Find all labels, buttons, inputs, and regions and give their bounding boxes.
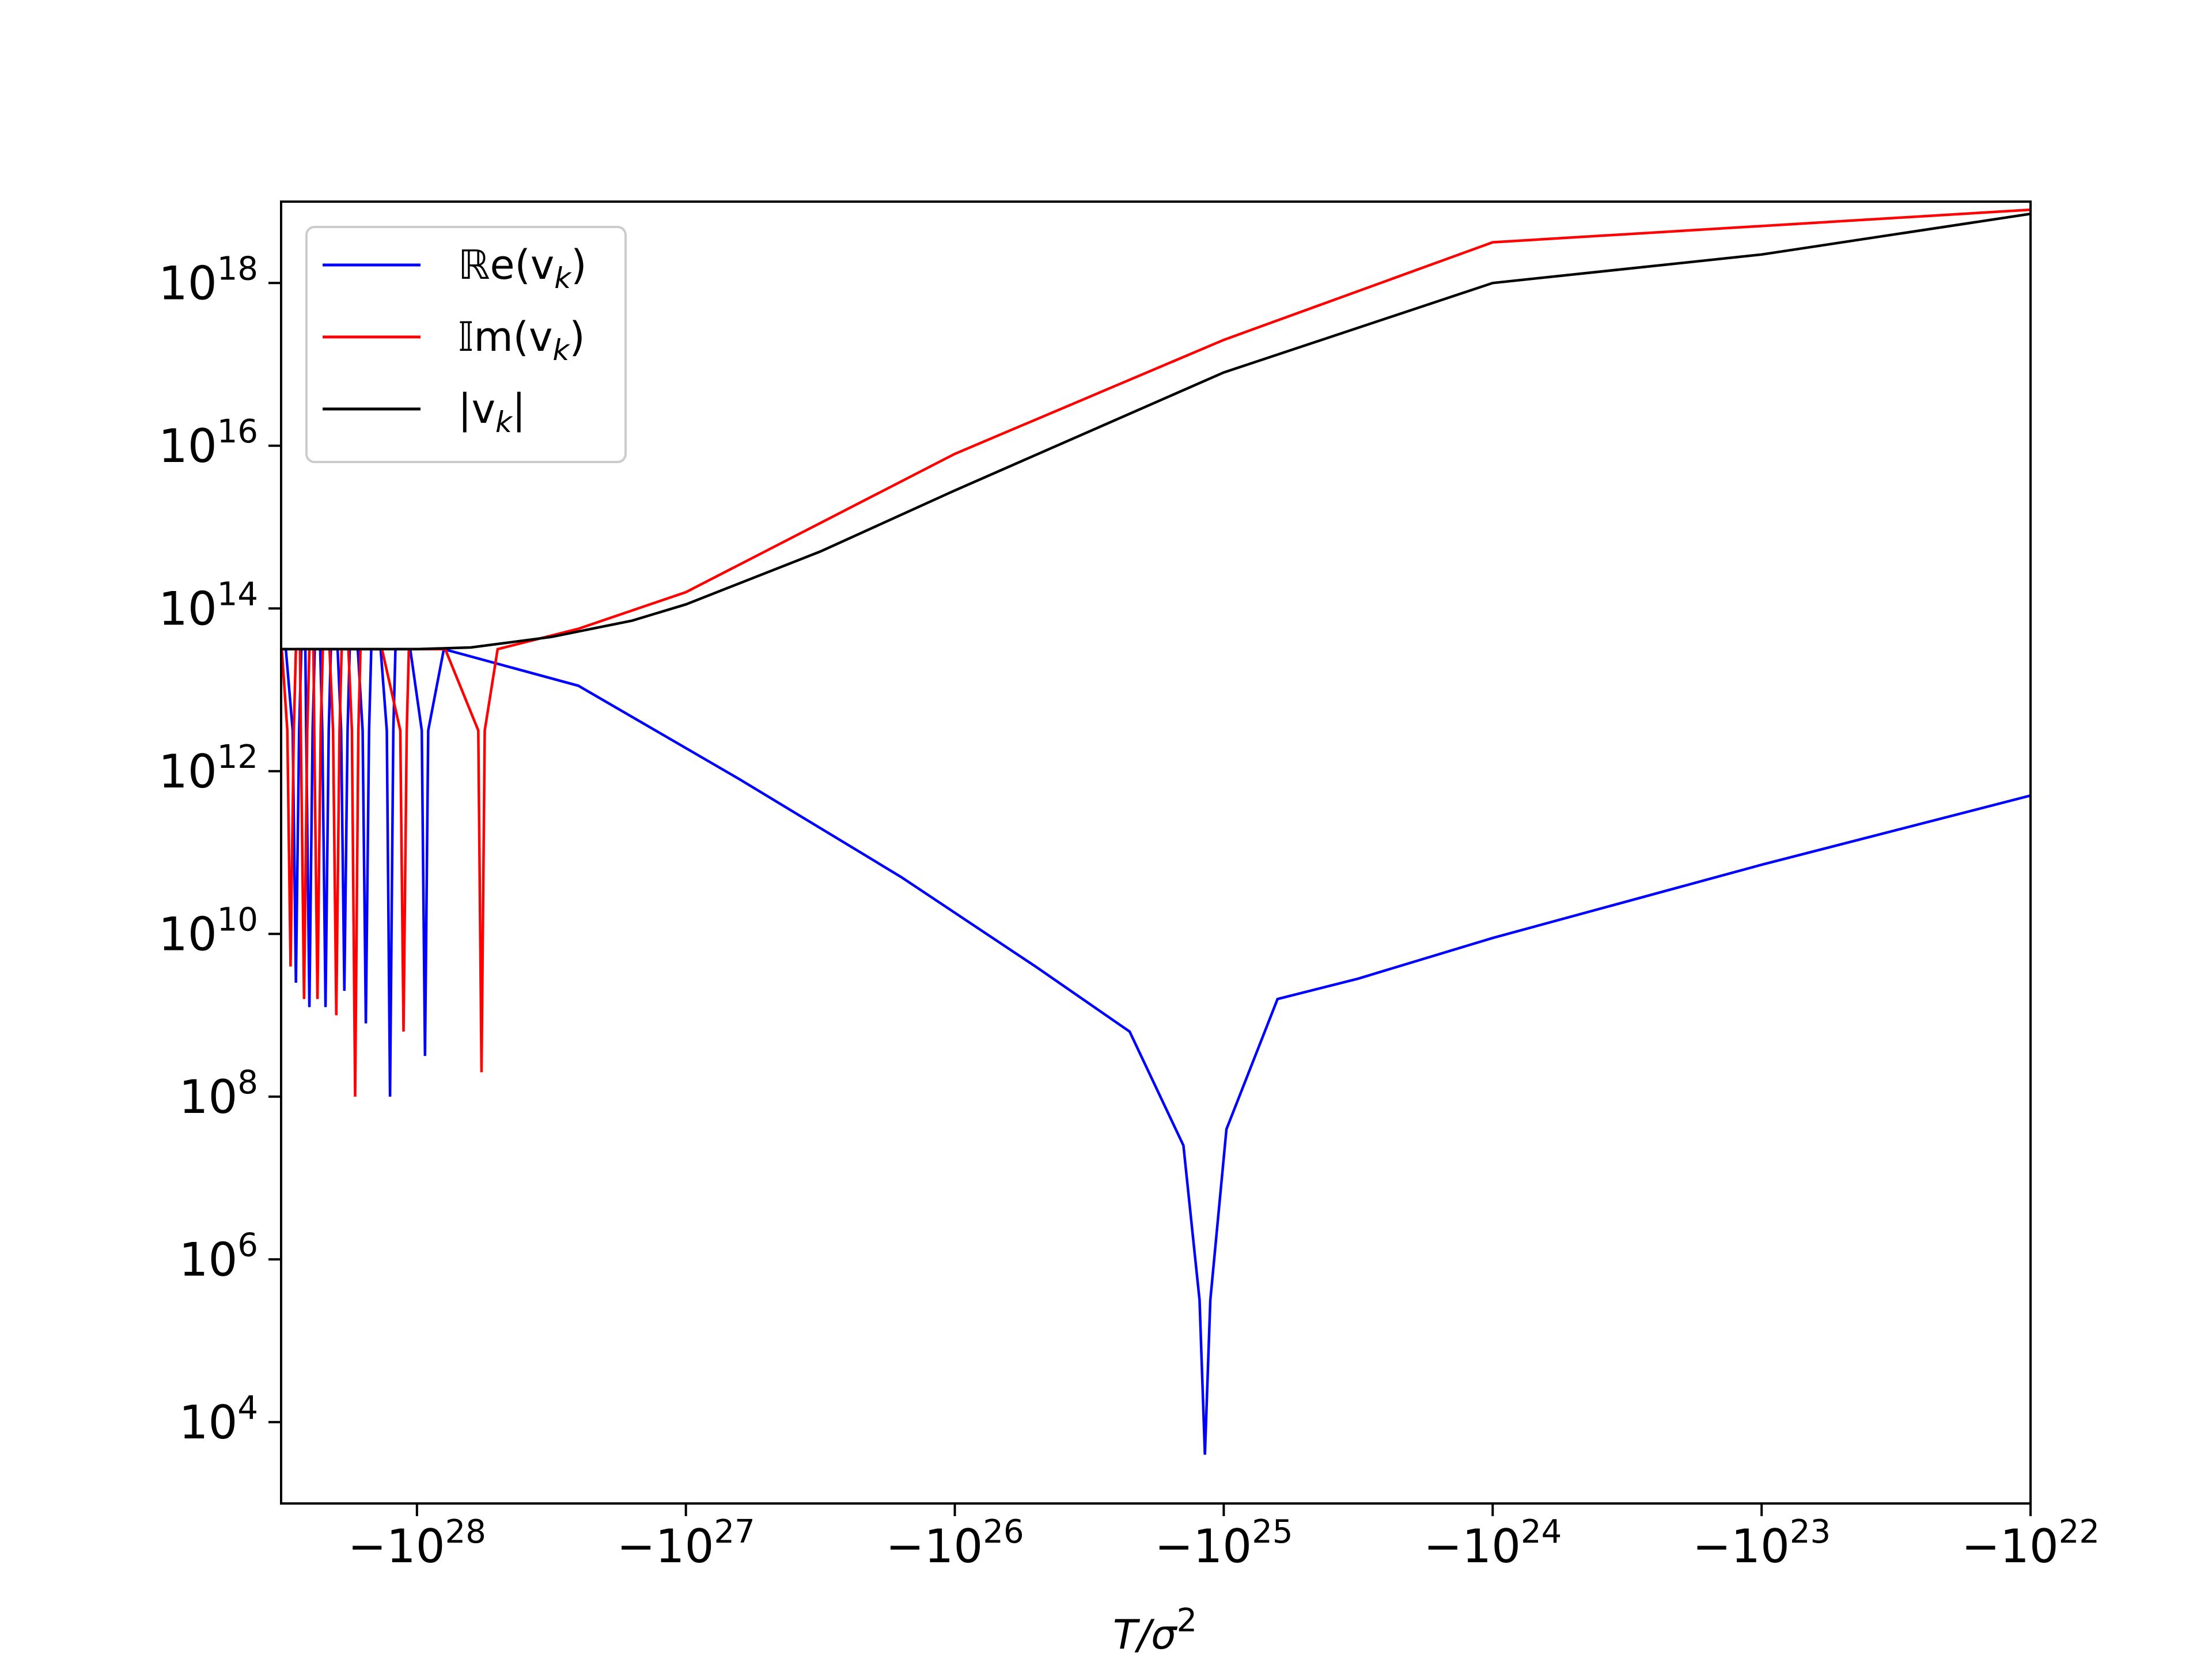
x-tick-label: −1023 — [1692, 1513, 1831, 1573]
x-tick-label: −1025 — [1154, 1513, 1293, 1573]
series-line-abs — [281, 212, 2031, 651]
plot-lines — [281, 208, 2031, 1455]
legend-box — [305, 226, 627, 463]
y-tick-label: 1014 — [158, 575, 258, 635]
x-tick-label: −1027 — [617, 1513, 755, 1573]
legend-label: |vk| — [458, 385, 526, 439]
y-tick-label: 1018 — [158, 250, 258, 310]
y-axis-ticks: 104 106 108 1010 1012 1014 1016 1018 — [158, 250, 281, 1449]
y-tick-label: 1012 — [158, 738, 258, 798]
y-tick-label: 1010 — [158, 901, 258, 961]
x-axis-ticks: −1028 −1027 −1026 −1025 −1024 −1023 −1022 — [348, 1503, 2100, 1573]
series-line-real — [281, 647, 2031, 1455]
x-tick-label: −1026 — [886, 1513, 1024, 1573]
x-tick-label: −1022 — [1961, 1513, 2100, 1573]
y-tick-label: 106 — [179, 1226, 258, 1286]
axes-frame — [280, 200, 2032, 1505]
legend: ℝe(vk) 𝕀m(vk) |vk| — [305, 226, 627, 463]
y-tick-label: 108 — [179, 1064, 258, 1124]
x-tick-label: −1024 — [1423, 1513, 1562, 1573]
x-tick-label: −1028 — [348, 1513, 486, 1573]
x-axis-label: T/σ2 — [1113, 1602, 1197, 1658]
y-tick-label: 1016 — [158, 413, 258, 473]
y-tick-label: 104 — [179, 1389, 258, 1449]
legend-label: 𝕀m(vk) — [458, 313, 585, 367]
legend-label: ℝe(vk) — [458, 241, 587, 295]
